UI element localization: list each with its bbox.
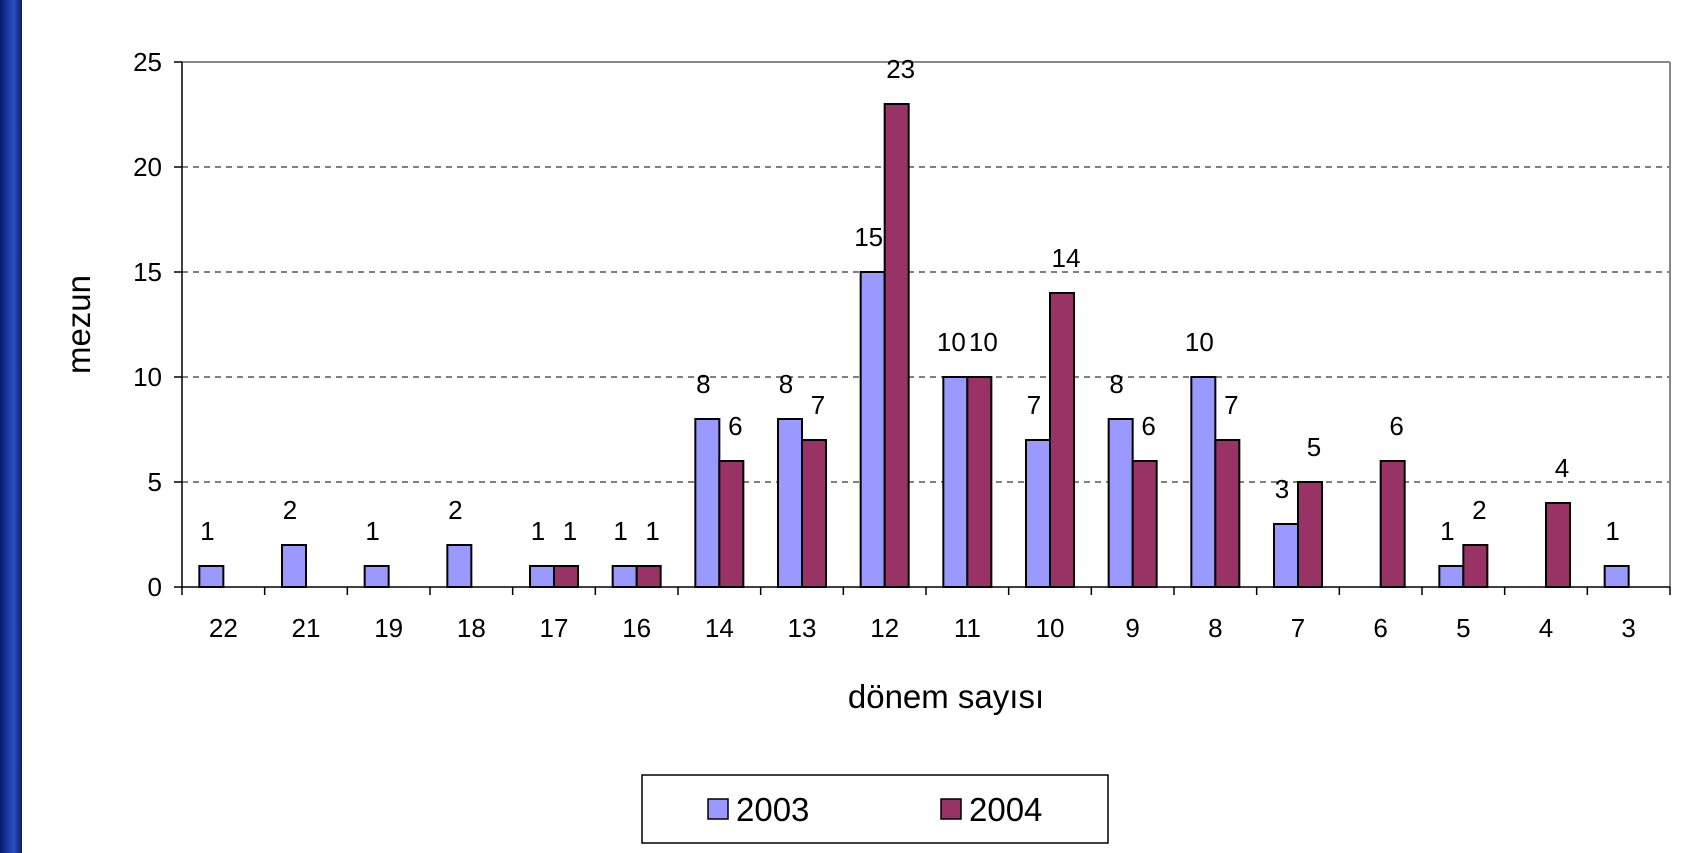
bar-2003 [446, 544, 473, 588]
data-label-2004: 7 [1224, 390, 1238, 420]
data-label-2003: 2 [283, 495, 297, 525]
bar-2004 [1049, 292, 1075, 588]
bar-2004 [1297, 481, 1323, 588]
x-tick-label: 16 [622, 613, 651, 643]
x-tick-labels: 22 21 19 18 17 16 14 13 12 11 10 9 8 7 6 5 4 3 [209, 613, 1636, 643]
data-label-2003: 1 [1440, 516, 1454, 546]
legend-swatch-2003 [707, 798, 729, 820]
x-tick-label: 10 [1036, 613, 1065, 643]
x-tick-label: 11 [954, 613, 981, 643]
data-label-2003: 1 [531, 516, 545, 546]
x-tick-label: 18 [457, 613, 486, 643]
data-label-2004: 14 [1052, 243, 1081, 273]
data-label-2004: 23 [886, 54, 915, 84]
bar-2004 [1462, 544, 1489, 588]
x-tick-label: 22 [209, 613, 238, 643]
x-tick-label: 21 [292, 613, 321, 643]
bar-2004 [1379, 460, 1406, 588]
bar-2003 [1107, 418, 1134, 588]
bar-2004 [801, 439, 827, 588]
x-tick-label: 17 [540, 613, 569, 643]
data-label-2004: 7 [811, 390, 825, 420]
y-tick-labels: 0 5 10 15 20 25 [133, 47, 162, 602]
axes [174, 61, 1671, 595]
x-tick-label: 7 [1291, 613, 1305, 643]
data-label-2003: 15 [854, 222, 883, 252]
x-tick-label: 14 [705, 613, 734, 643]
bar-2004 [1214, 439, 1241, 588]
bar-2004 [883, 103, 910, 588]
bar-2003 [1273, 523, 1299, 588]
x-tick-label: 12 [870, 613, 899, 643]
data-label-2004: 6 [1141, 411, 1155, 441]
bar-2003 [777, 418, 803, 588]
data-label-2004: 4 [1555, 453, 1569, 483]
bar-2004 [966, 376, 993, 588]
y-tick-label: 25 [133, 47, 162, 77]
data-label-2004: 5 [1307, 432, 1321, 462]
x-tick-label: 9 [1125, 613, 1139, 643]
bar-2003 [281, 544, 307, 588]
data-label-2003: 1 [1605, 516, 1619, 546]
bar-2003 [942, 376, 969, 588]
data-label-2003: 8 [1109, 369, 1123, 399]
bar-2004 [718, 460, 745, 588]
legend: 2003 2004 [641, 774, 1109, 844]
bar-2003 [1190, 376, 1217, 588]
y-axis-title: mezun [60, 275, 97, 374]
data-label-2004: 6 [728, 411, 742, 441]
bars [198, 103, 1630, 588]
bar-2003 [363, 565, 390, 588]
data-label-2004: 10 [969, 327, 998, 357]
data-label-2003: 1 [200, 516, 214, 546]
data-label-2004: 1 [563, 516, 577, 546]
bar-2003 [529, 565, 555, 588]
data-label-2003: 2 [448, 495, 462, 525]
bar-2004 [1131, 460, 1158, 588]
data-label-2004: 1 [645, 516, 659, 546]
bar-2003 [694, 418, 721, 588]
data-label-2003: 7 [1027, 390, 1041, 420]
x-tick-label: 13 [788, 613, 817, 643]
data-label-2003: 8 [696, 369, 710, 399]
bar-2003 [1025, 439, 1051, 588]
gridlines [182, 166, 1670, 483]
data-label-2003: 3 [1275, 474, 1289, 504]
bar-2003 [198, 565, 225, 588]
data-label-2004: 6 [1389, 411, 1403, 441]
data-label-2003: 1 [613, 516, 627, 546]
y-tick-label: 10 [133, 362, 162, 392]
bar-2003 [611, 565, 638, 588]
x-tick-label: 6 [1373, 613, 1387, 643]
legend-swatch-2004 [940, 798, 962, 820]
x-axis-title: dönem sayısı [848, 678, 1044, 715]
chart-panel: 0 5 10 15 20 25 22 21 19 18 17 16 14 13 12 11 10 9 8 7 6 5 4 3… [22, 0, 1692, 853]
legend-label-2004: 2004 [969, 791, 1042, 828]
data-label-2003: 10 [937, 327, 966, 357]
y-tick-label: 0 [148, 572, 162, 602]
x-tick-label: 5 [1456, 613, 1470, 643]
bar-2003 [1438, 565, 1465, 588]
legend-label-2003: 2003 [736, 791, 809, 828]
y-tick-label: 15 [133, 257, 162, 287]
x-tick-label: 3 [1621, 613, 1635, 643]
data-label-2003: 1 [365, 516, 379, 546]
bar-2004 [635, 565, 662, 588]
bar-2003 [859, 271, 886, 588]
x-tick-label: 19 [374, 613, 403, 643]
data-label-2003: 10 [1185, 327, 1214, 357]
bar-2003 [1603, 565, 1630, 588]
bar-2004 [553, 565, 579, 588]
y-tick-label: 20 [133, 152, 162, 182]
y-tick-label: 5 [148, 467, 162, 497]
data-label-2003: 8 [779, 369, 793, 399]
x-tick-label: 4 [1539, 613, 1553, 643]
x-tick-label: 8 [1208, 613, 1222, 643]
data-label-2004: 2 [1472, 495, 1486, 525]
bar-2004 [1545, 502, 1571, 588]
